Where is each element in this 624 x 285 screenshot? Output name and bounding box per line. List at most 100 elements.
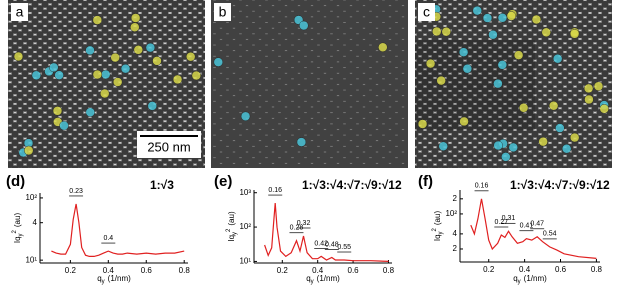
curve (51, 203, 185, 257)
highlight-cell (133, 45, 144, 55)
panel-label-box (11, 3, 28, 21)
highlight-cell (110, 52, 120, 63)
y-label-sub: y (232, 232, 238, 235)
highlight-cell (59, 120, 69, 131)
curve (470, 198, 597, 259)
peak-label: 0.4 (103, 235, 113, 242)
highlight-cell (425, 58, 436, 69)
sem-image (211, 0, 408, 168)
highlight-cell (569, 132, 580, 143)
x-tick-label: 0.8 (591, 265, 603, 274)
highlight-cell (147, 101, 158, 111)
x-axis-label: qy (1/nm) (513, 274, 547, 284)
x-axis-label: qy (1/nm) (97, 274, 131, 284)
peak-label: 0.27 (494, 219, 508, 226)
y-axis-label: Iqy2(au) (226, 211, 238, 242)
peak-label: 0.42 (314, 240, 328, 247)
y-label-main: Iq (433, 234, 442, 241)
y-tick-label: 2 (453, 194, 458, 203)
y-tick-label: 10² (239, 222, 251, 231)
highlight-cell (378, 42, 388, 53)
highlight-cell (185, 51, 196, 62)
x-tick-label: 0.4 (312, 266, 324, 275)
y-tick-label: 10² (445, 209, 457, 218)
highlight-cell (462, 63, 473, 74)
highlight-cell (438, 141, 449, 151)
highlight-cell (296, 137, 307, 147)
highlight-cell (583, 83, 594, 94)
y-label-sub: y (438, 231, 444, 234)
y-label-unit: (au) (13, 213, 22, 228)
highlight-cell (54, 70, 64, 80)
sem-images: a b c 250 nm (8, 0, 612, 168)
highlight-cell (593, 81, 604, 92)
peak-label: 0.23 (69, 188, 83, 195)
x-label-unit: (1/nm) (108, 274, 131, 283)
highlight-cell (145, 42, 156, 53)
highlight-cell (493, 140, 503, 151)
panel-label: (e) (214, 173, 232, 190)
x-tick-label: 0.8 (179, 266, 191, 275)
highlight-cell (538, 136, 548, 147)
x-tick-label: 0.4 (103, 266, 115, 275)
x-tick-label: 0.8 (383, 266, 395, 275)
highlight-cell (191, 70, 202, 81)
x-label-unit: (1/nm) (524, 274, 547, 283)
y-label-sup: 2 (12, 229, 18, 233)
highlight-cell (561, 143, 572, 154)
y-tick-label: 4 (453, 229, 458, 238)
peak-label: 0.16 (268, 187, 282, 194)
highlight-cell (548, 100, 559, 111)
highlight-cell (497, 60, 508, 70)
highlight-cell (497, 13, 508, 23)
highlight-cell (506, 11, 517, 21)
highlight-cell (112, 77, 123, 87)
peak-label: 0.47 (530, 221, 544, 228)
y-label-sub: y (18, 233, 24, 236)
highlight-cell (513, 50, 524, 60)
x-tick-label: 0.2 (277, 266, 289, 275)
x-tick-label: 0.6 (555, 265, 567, 274)
highlight-cell (52, 106, 63, 116)
shade (211, 0, 408, 168)
highlight-cell (493, 78, 503, 89)
highlight-cell (501, 152, 511, 162)
highlight-cell (431, 26, 442, 37)
highlight-cell (85, 107, 96, 117)
scale-bar-label: 250 nm (147, 139, 190, 154)
y-tick-label: 10² (25, 193, 37, 202)
panel-label: b (219, 4, 227, 20)
highlight-cell (508, 142, 519, 153)
x-label-main: q (97, 274, 101, 283)
highlight-cell (92, 69, 103, 80)
peak-label: 0.32 (297, 220, 311, 227)
y-tick-label: 10¹ (25, 255, 37, 264)
peak-label: 0.54 (543, 231, 557, 238)
x-label-unit: (1/nm) (317, 274, 340, 283)
x-label-sub: y (311, 279, 314, 285)
highlight-cell (120, 63, 131, 74)
peak-label: 0.41 (520, 223, 534, 230)
ratio-annotation: 1:√3:√4:√7:√9:√12 (510, 178, 610, 192)
y-label-sup: 2 (432, 227, 438, 231)
highlight-cell (240, 111, 251, 122)
y-axis-label: Iqy2(au) (432, 211, 444, 242)
panel-label: (f) (418, 173, 433, 190)
highlight-cell (482, 13, 493, 23)
highlight-cell (213, 57, 224, 67)
highlight-cell (85, 45, 95, 56)
y-label-main: Iq (13, 236, 22, 243)
x-tick-label: 0.2 (65, 266, 77, 275)
highlight-cell (23, 145, 34, 156)
highlight-cell (92, 15, 103, 25)
highlight-cell (531, 14, 542, 25)
highlight-cell (599, 104, 609, 114)
x-tick-label: 0.6 (348, 266, 360, 275)
highlight-cell (472, 5, 482, 16)
y-label-unit: (au) (227, 211, 236, 226)
y-tick-label: 10¹ (239, 257, 251, 266)
y-tick-label: 2 (453, 244, 458, 253)
highlight-cell (555, 123, 565, 133)
